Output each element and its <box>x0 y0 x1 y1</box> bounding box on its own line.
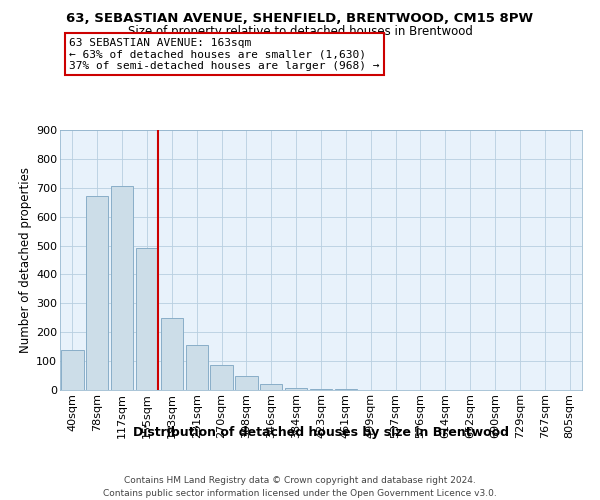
Bar <box>136 248 158 390</box>
Bar <box>61 350 83 390</box>
Text: Contains HM Land Registry data © Crown copyright and database right 2024.
Contai: Contains HM Land Registry data © Crown c… <box>103 476 497 498</box>
Bar <box>260 384 283 390</box>
Text: 63 SEBASTIAN AVENUE: 163sqm
← 63% of detached houses are smaller (1,630)
37% of : 63 SEBASTIAN AVENUE: 163sqm ← 63% of det… <box>69 38 380 70</box>
Y-axis label: Number of detached properties: Number of detached properties <box>19 167 32 353</box>
Bar <box>161 318 183 390</box>
Bar <box>185 345 208 390</box>
Text: Size of property relative to detached houses in Brentwood: Size of property relative to detached ho… <box>128 25 472 38</box>
Bar <box>235 376 257 390</box>
Text: 63, SEBASTIAN AVENUE, SHENFIELD, BRENTWOOD, CM15 8PW: 63, SEBASTIAN AVENUE, SHENFIELD, BRENTWO… <box>67 12 533 26</box>
Text: Distribution of detached houses by size in Brentwood: Distribution of detached houses by size … <box>133 426 509 439</box>
Bar <box>211 366 233 390</box>
Bar <box>310 389 332 390</box>
Bar <box>111 186 133 390</box>
Bar <box>285 388 307 390</box>
Bar <box>86 196 109 390</box>
